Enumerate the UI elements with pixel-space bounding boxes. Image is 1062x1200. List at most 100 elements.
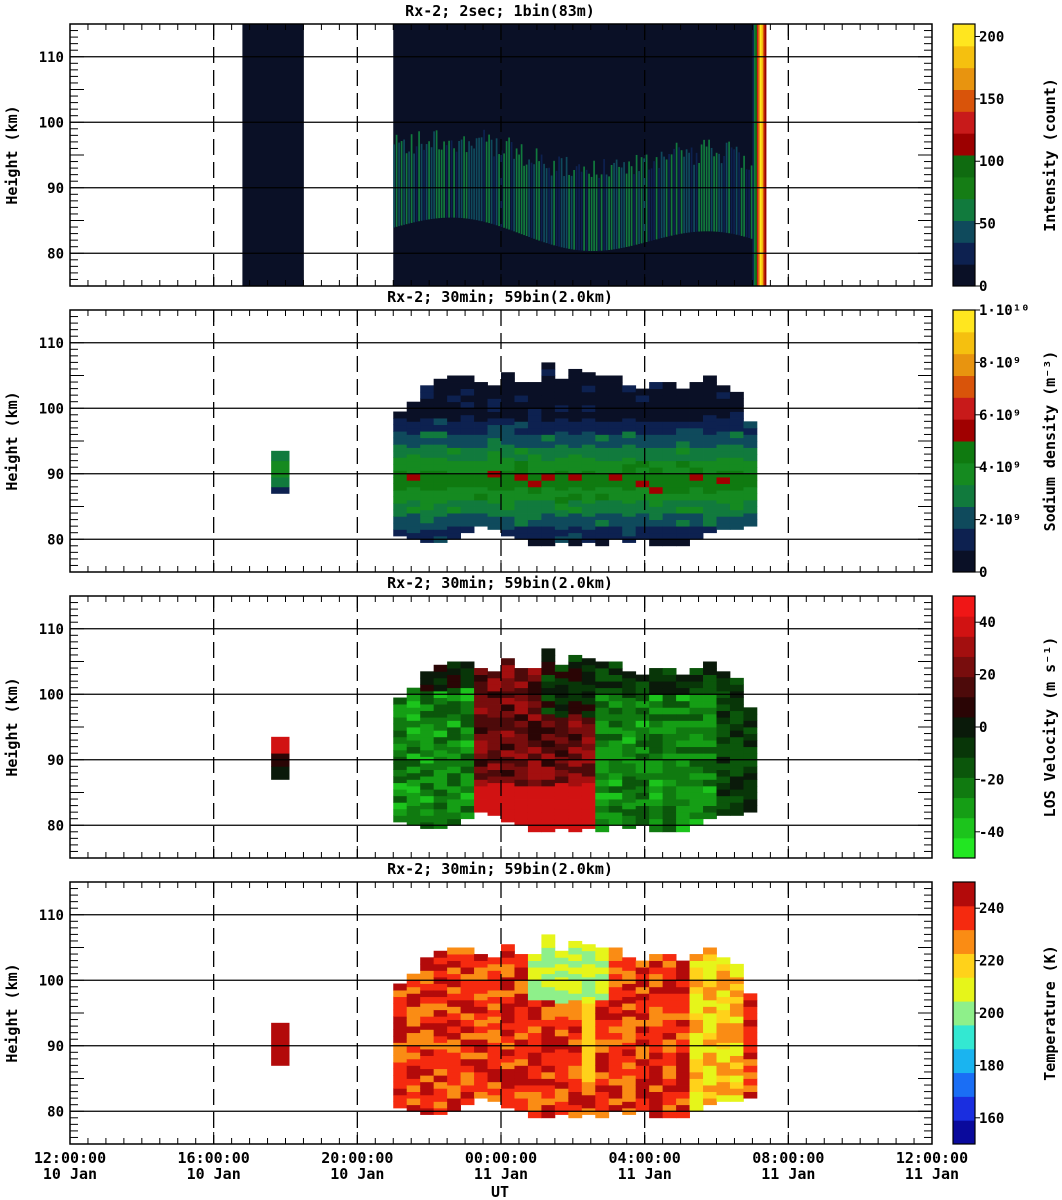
data-cell <box>541 940 556 948</box>
data-cell <box>447 947 461 955</box>
data-cell <box>447 1085 461 1092</box>
data-cell <box>406 506 421 514</box>
data-cell <box>514 687 529 695</box>
data-cell <box>554 483 569 491</box>
data-cell <box>554 490 569 498</box>
data-cell <box>595 799 610 806</box>
data-cell <box>689 427 704 435</box>
y-tick-label: 110 <box>39 622 64 638</box>
colorbar-segment <box>953 1048 975 1074</box>
data-cell <box>703 740 717 748</box>
data-cell <box>635 792 650 800</box>
data-cell <box>447 388 461 396</box>
data-cell <box>729 749 744 757</box>
data-cell <box>703 707 717 715</box>
data-cell <box>420 970 435 978</box>
data-cell <box>608 414 623 422</box>
data-cell <box>676 1013 690 1020</box>
data-cell <box>635 1032 650 1040</box>
data-cell <box>729 795 744 803</box>
data-cell <box>595 1091 610 1099</box>
data-cell <box>501 749 515 757</box>
data-cell <box>676 1039 690 1047</box>
data-cell <box>447 785 461 793</box>
data-cell <box>689 1091 704 1099</box>
colorbar-segment <box>953 1120 975 1145</box>
data-cell <box>622 957 637 965</box>
data-cell <box>554 496 569 504</box>
data-cell <box>433 496 448 504</box>
data-cell <box>501 1022 515 1030</box>
data-cell <box>541 539 556 547</box>
data-cell <box>487 723 502 731</box>
data-cell <box>447 1098 461 1106</box>
data-cell <box>393 490 408 498</box>
data-cell <box>433 503 448 511</box>
colorbar-tick-label: -20 <box>979 772 1004 788</box>
data-cell <box>622 743 637 751</box>
data-cell <box>501 769 515 777</box>
data-cell <box>662 674 677 682</box>
data-cell <box>568 727 583 734</box>
data-cell <box>447 467 461 475</box>
data-cell <box>406 480 421 488</box>
data-cell <box>662 960 677 968</box>
data-cell <box>501 1075 515 1083</box>
data-cell <box>487 1003 502 1011</box>
data-cell <box>487 1022 502 1030</box>
data-cell <box>622 385 637 393</box>
data-cell <box>608 694 623 702</box>
data-cell <box>554 431 569 439</box>
data-cell <box>703 960 717 968</box>
data-cell <box>662 1013 677 1020</box>
colorbar-segment <box>953 797 975 819</box>
data-cell <box>716 450 731 458</box>
data-cell <box>635 414 650 422</box>
data-cell <box>689 986 704 994</box>
data-cell <box>676 1065 690 1073</box>
data-cell <box>689 799 704 806</box>
data-cell <box>622 736 637 744</box>
data-cell <box>447 414 461 422</box>
colorbar-segment <box>953 441 975 464</box>
data-cell <box>608 480 623 488</box>
data-streak <box>568 174 570 249</box>
colorbar-segment <box>953 1096 975 1121</box>
data-cell <box>447 506 461 514</box>
data-cell <box>608 447 623 455</box>
data-streak <box>565 156 568 249</box>
data-cell <box>447 973 461 981</box>
data-cell <box>635 746 650 754</box>
data-cell <box>622 398 637 406</box>
data-streak <box>575 166 578 250</box>
data-cell <box>420 782 435 790</box>
data-cell <box>487 1068 502 1076</box>
data-cell <box>662 668 677 675</box>
data-cell <box>554 391 569 399</box>
data-cell <box>514 1091 529 1099</box>
data-cell <box>635 713 650 721</box>
colorbar-segment <box>953 331 975 355</box>
data-cell <box>433 743 448 751</box>
data-cell <box>568 1085 583 1092</box>
data-cell <box>649 408 664 416</box>
data-cell <box>501 789 515 797</box>
y-tick-label: 100 <box>39 115 64 131</box>
data-cell <box>406 973 421 981</box>
data-cell <box>676 1078 690 1086</box>
data-cell <box>689 414 704 422</box>
data-cell <box>447 999 461 1007</box>
data-cell <box>635 727 650 734</box>
data-cell <box>676 519 690 527</box>
data-streak <box>695 152 698 232</box>
data-cell <box>420 509 435 517</box>
data-streak <box>658 167 660 239</box>
colorbar-segment <box>953 67 975 90</box>
data-cell <box>581 490 596 498</box>
data-cell <box>649 1111 664 1119</box>
data-cell <box>501 763 515 770</box>
data-cell <box>527 753 542 761</box>
data-cell <box>487 522 502 530</box>
data-cell <box>487 398 502 406</box>
data-cell <box>541 1006 556 1014</box>
